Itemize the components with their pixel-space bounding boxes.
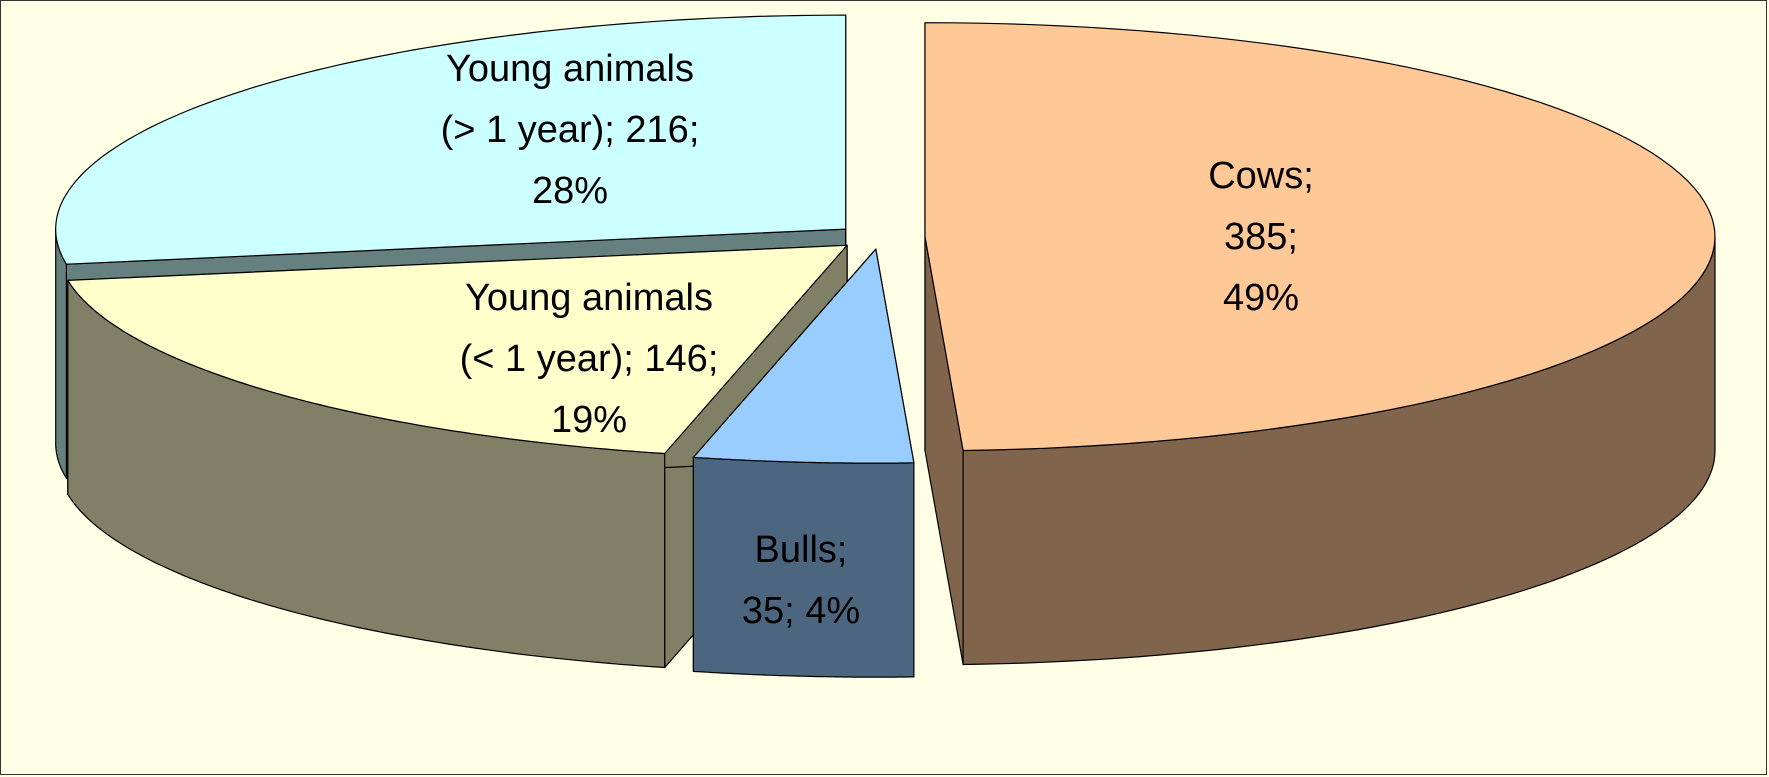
label-separator: ; bbox=[784, 590, 795, 632]
label-separator: ; bbox=[707, 337, 719, 380]
label-separator: ; bbox=[1303, 154, 1314, 197]
label-separator: ; bbox=[1287, 215, 1298, 258]
value-label: 385 bbox=[1224, 215, 1288, 258]
label-separator: ; bbox=[604, 108, 615, 151]
slice-top bbox=[55, 14, 847, 265]
percent-label: 49% bbox=[1222, 276, 1300, 319]
slice-outer-wall bbox=[55, 228, 68, 479]
data-label: Cows; 385; 49% bbox=[1191, 146, 1331, 328]
label-separator: ; bbox=[623, 337, 634, 380]
value-label: 146 bbox=[644, 337, 708, 380]
category-name: Young animals (< 1 year) bbox=[459, 276, 713, 380]
slice-top bbox=[924, 22, 1716, 452]
value-label: 35 bbox=[741, 590, 785, 632]
percent-label: 28% bbox=[531, 169, 609, 212]
data-label: Bulls; 35; 4% bbox=[731, 520, 871, 642]
percent-label: 4% bbox=[805, 590, 861, 632]
slice-top bbox=[692, 248, 915, 464]
slice-top bbox=[67, 244, 848, 455]
value-label: 216 bbox=[625, 108, 689, 151]
category-name: Cows bbox=[1208, 154, 1304, 197]
data-label: Young animals (> 1 year); 216; 28% bbox=[428, 39, 713, 221]
percent-label: 19% bbox=[550, 398, 628, 441]
label-separator: ; bbox=[688, 108, 700, 151]
label-separator: ; bbox=[836, 529, 848, 572]
data-label: Young animals (< 1 year); 146; 19% bbox=[447, 268, 732, 450]
category-name: Bulls bbox=[754, 529, 837, 572]
category-name: Young animals (> 1 year) bbox=[440, 47, 694, 151]
